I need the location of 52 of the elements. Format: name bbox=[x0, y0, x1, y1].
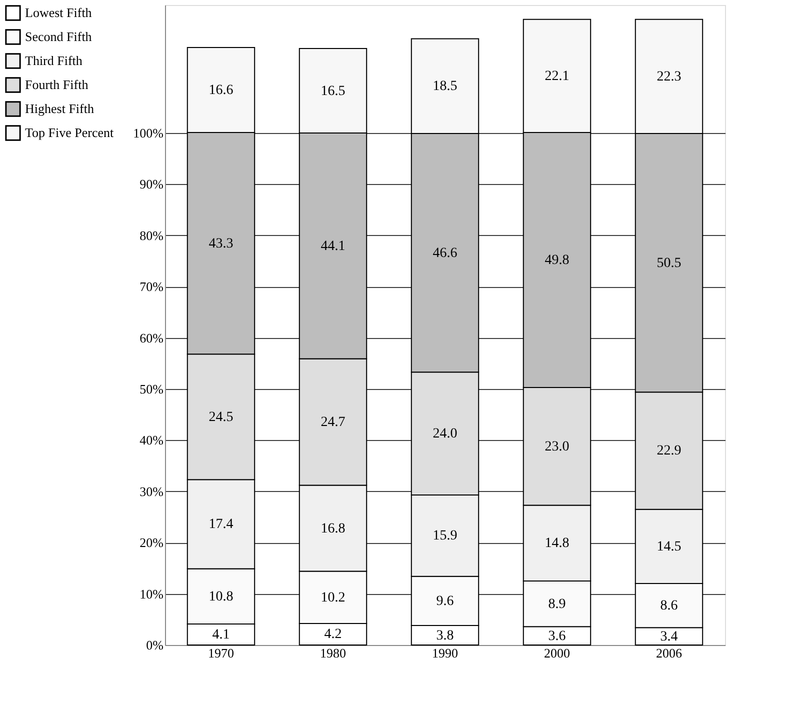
y-tick-label: 100% bbox=[133, 126, 164, 140]
y-tick-label: 90% bbox=[140, 176, 164, 192]
legend-label: Top Five Percent bbox=[25, 125, 114, 140]
data-label: 14.8 bbox=[544, 536, 570, 552]
data-label: 24.0 bbox=[432, 426, 458, 442]
data-label: 3.6 bbox=[548, 628, 566, 644]
data-label: 4.2 bbox=[324, 627, 342, 642]
legend-label: Lowest Fifth bbox=[25, 5, 92, 20]
y-tick-label: 10% bbox=[140, 586, 164, 602]
data-label: 22.9 bbox=[656, 444, 682, 459]
data-label: 10.8 bbox=[208, 589, 234, 604]
x-tick-label: 1970 bbox=[208, 646, 234, 660]
legend-label: Second Fifth bbox=[25, 29, 92, 44]
data-label: 15.9 bbox=[432, 528, 458, 544]
y-tick-label: 40% bbox=[140, 432, 164, 448]
data-label: 16.6 bbox=[208, 82, 234, 98]
y-tick-label: 50% bbox=[140, 382, 164, 396]
x-tick-label: 1980 bbox=[320, 646, 346, 660]
y-tick-label: 30% bbox=[140, 484, 164, 499]
data-label: 24.7 bbox=[320, 415, 346, 430]
data-label: 22.3 bbox=[656, 69, 682, 84]
y-tick-label: 60% bbox=[140, 330, 164, 346]
y-tick-label: 20% bbox=[140, 535, 164, 550]
data-label: 3.8 bbox=[436, 628, 454, 644]
data-label: 17.4 bbox=[208, 517, 234, 532]
data-label: 23.0 bbox=[544, 439, 570, 454]
legend-label: Third Fifth bbox=[25, 53, 83, 68]
data-label: 49.8 bbox=[544, 252, 570, 268]
data-label: 10.2 bbox=[320, 590, 346, 606]
data-label: 8.6 bbox=[660, 598, 678, 614]
data-label: 22.1 bbox=[544, 68, 570, 84]
data-label: 16.8 bbox=[320, 521, 346, 536]
data-label: 14.5 bbox=[656, 539, 682, 554]
y-tick-label: 80% bbox=[140, 228, 164, 243]
data-label: 46.6 bbox=[432, 246, 458, 261]
data-label: 50.5 bbox=[656, 256, 682, 271]
data-label: 4.1 bbox=[212, 628, 230, 643]
x-tick-label: 2000 bbox=[544, 646, 570, 660]
data-label: 8.9 bbox=[548, 596, 566, 612]
y-tick-label: 0% bbox=[146, 638, 164, 652]
data-label: 9.6 bbox=[436, 594, 454, 609]
x-tick-label: 2006 bbox=[656, 646, 682, 660]
legend-label: Highest Fifth bbox=[25, 101, 94, 116]
data-label: 44.1 bbox=[320, 238, 346, 254]
y-tick-label: 70% bbox=[140, 279, 164, 294]
data-label: 3.4 bbox=[660, 629, 678, 644]
data-label: 24.5 bbox=[208, 410, 234, 425]
x-tick-label: 1990 bbox=[432, 646, 458, 660]
data-label: 16.5 bbox=[320, 84, 346, 99]
data-label: 18.5 bbox=[432, 79, 458, 94]
legend-label: Fourth Fifth bbox=[25, 77, 89, 92]
data-label: 43.3 bbox=[208, 236, 234, 252]
